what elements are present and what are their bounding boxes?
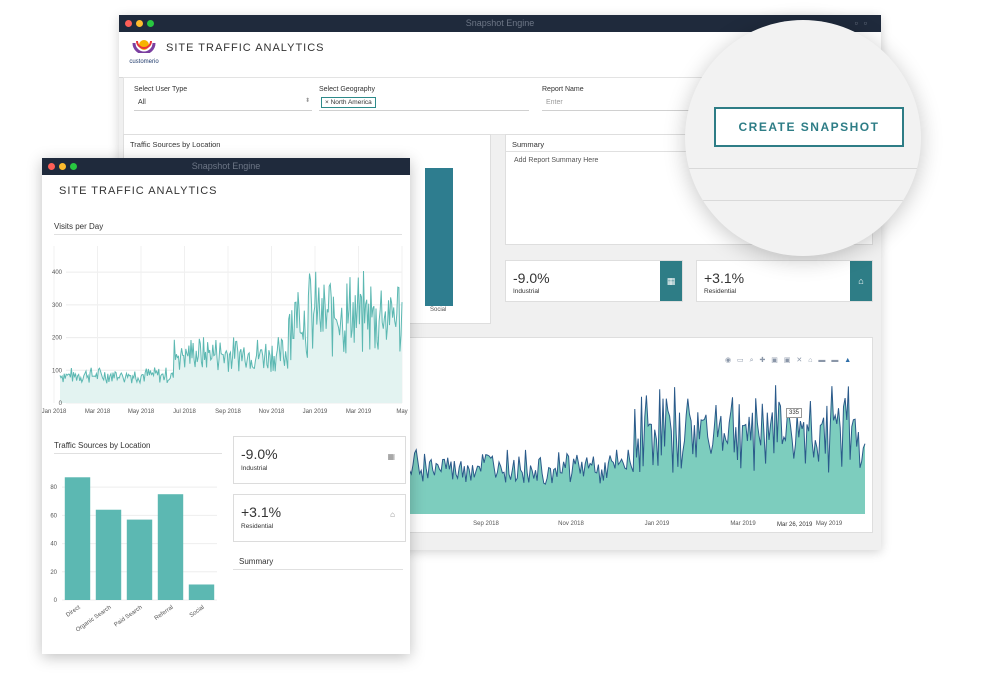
app-title: SITE TRAFFIC ANALYTICS: [166, 42, 325, 54]
logo: customerio: [125, 37, 163, 65]
y-tick-label: 40: [50, 542, 57, 548]
category-label: Direct: [65, 605, 82, 619]
create-snapshot-button[interactable]: CREATE SNAPSHOT: [714, 107, 904, 147]
category-label: Referral: [154, 605, 175, 622]
close-dot-icon[interactable]: [48, 163, 55, 170]
close-dot-icon[interactable]: [125, 20, 132, 27]
x-tick-label: May 2019: [816, 521, 843, 527]
back-social-label: Social: [430, 307, 447, 313]
x-tick-label: Jul 2018: [173, 409, 196, 415]
minimize-dot-icon[interactable]: [59, 163, 66, 170]
hover-date-label: Mar 26, 2019: [777, 522, 813, 528]
user-type-select[interactable]: All: [138, 99, 146, 106]
report-name-label: Report Name: [542, 86, 584, 93]
create-snapshot-magnifier: CREATE SNAPSHOT: [685, 20, 921, 256]
x-tick-label: Nov 2018: [259, 409, 285, 415]
bar-referral: [157, 494, 184, 600]
x-tick-label: May: [396, 409, 407, 415]
x-tick-label: Jan 2019: [645, 521, 670, 527]
user-type-label: Select User Type: [134, 86, 188, 93]
bar-organic-search: [95, 509, 122, 600]
window-controls-icon[interactable]: ▫▫: [854, 18, 873, 28]
y-tick-label: 400: [52, 270, 63, 276]
x-tick-label: May 2018: [128, 409, 155, 415]
home-icon: ⌂: [390, 510, 395, 519]
geography-chip[interactable]: × North America: [321, 97, 376, 108]
x-tick-label: Sep 2018: [215, 409, 241, 415]
y-tick-label: 60: [50, 513, 57, 519]
geography-label: Select Geography: [319, 86, 376, 93]
x-tick-label: Nov 2018: [558, 521, 584, 527]
back-titlebar: Snapshot Engine ▫▫: [119, 15, 881, 32]
back-traffic-sources-title: Traffic Sources by Location: [130, 140, 221, 149]
building-icon: ▦: [387, 452, 395, 461]
maximize-dot-icon[interactable]: [147, 20, 154, 27]
y-tick-label: 100: [52, 368, 63, 374]
y-tick-label: 20: [50, 570, 57, 576]
front-window-title: Snapshot Engine: [191, 161, 261, 171]
category-label: Social: [189, 605, 206, 619]
report-name-input[interactable]: Enter: [546, 99, 563, 106]
back-kpi-industrial: -9.0% Industrial ▦: [505, 260, 683, 302]
visits-per-day-chart: 0 100 200 300 400 Jan 2018 Mar 2018 May 2018 Jul…: [42, 246, 408, 415]
front-app-title: SITE TRAFFIC ANALYTICS: [59, 185, 218, 197]
summary-textarea[interactable]: Add Report Summary Here: [514, 157, 599, 164]
front-kpi-residential: +3.1% Residential ⌂: [233, 494, 406, 542]
x-tick-label: Mar 2019: [730, 521, 756, 527]
building-icon[interactable]: ▦: [660, 261, 682, 301]
kpi-industrial-label: Industrial: [513, 288, 540, 295]
visits-title: Visits per Day: [54, 222, 104, 231]
kpi-industrial-value: -9.0%: [513, 270, 550, 286]
y-tick-label: 200: [52, 336, 63, 342]
minimize-dot-icon[interactable]: [136, 20, 143, 27]
maximize-dot-icon[interactable]: [70, 163, 77, 170]
front-kpi-industrial-value: -9.0%: [241, 446, 278, 462]
chip-label: North America: [330, 99, 372, 106]
x-tick-label: Mar 2018: [85, 409, 111, 415]
y-tick-label: 0: [59, 401, 63, 407]
x-tick-label: Sep 2018: [473, 521, 499, 527]
y-tick-label: 0: [54, 598, 58, 604]
back-visits-chart: Sep 2018 Nov 2018 Jan 2019 Mar 2019 May 2019: [403, 385, 866, 527]
front-kpi-residential-value: +3.1%: [241, 504, 282, 520]
bar-social: [188, 584, 215, 600]
hover-value-tooltip: 335: [786, 408, 803, 418]
x-tick-label: Mar 2019: [346, 409, 372, 415]
front-titlebar: Snapshot Engine: [42, 158, 410, 175]
front-kpi-industrial-label: Industrial: [241, 465, 268, 472]
window-title: Snapshot Engine: [465, 18, 535, 28]
back-visits-card: ◉ ▭ ⌕ ✚ ▣ ▣ ✕ ⌂ ▬ ▬ ▲ Sep 2018 Nov 2018 Ja…: [402, 337, 873, 533]
y-tick-label: 300: [52, 303, 63, 309]
visits-area: [60, 271, 402, 403]
visits-line: [59, 270, 403, 385]
kpi-residential-label: Residential: [704, 288, 737, 295]
bar-paid-search: [126, 519, 153, 600]
front-kpi-industrial: -9.0% Industrial ▦: [233, 436, 406, 484]
logo-text: customerio: [129, 59, 159, 65]
chart-toolbar[interactable]: ◉ ▭ ⌕ ✚ ▣ ▣ ✕ ⌂ ▬ ▬ ▲: [725, 357, 854, 364]
x-tick-label: Jan 2018: [42, 409, 67, 415]
back-summary-title: Summary: [512, 140, 545, 149]
front-window: Snapshot Engine SITE TRAFFIC ANALYTICS V…: [42, 158, 410, 654]
traffic-sources-title: Traffic Sources by Location: [54, 441, 151, 450]
y-tick-label: 80: [50, 485, 57, 491]
back-kpi-residential: +3.1% Residential ⌂: [696, 260, 873, 302]
bar-direct: [64, 477, 91, 600]
category-label: Paid Search: [113, 605, 143, 629]
chip-remove-icon[interactable]: ×: [325, 99, 329, 106]
front-kpi-residential-label: Residential: [241, 523, 274, 530]
x-tick-label: Jan 2019: [303, 409, 328, 415]
front-summary-title: Summary: [239, 557, 274, 566]
customerio-logo-icon: [132, 40, 156, 55]
home-icon[interactable]: ⌂: [850, 261, 872, 301]
back-social-bar[interactable]: [425, 168, 453, 306]
kpi-residential-value: +3.1%: [704, 270, 745, 286]
user-type-chevron-icon[interactable]: ⬍: [305, 98, 311, 104]
